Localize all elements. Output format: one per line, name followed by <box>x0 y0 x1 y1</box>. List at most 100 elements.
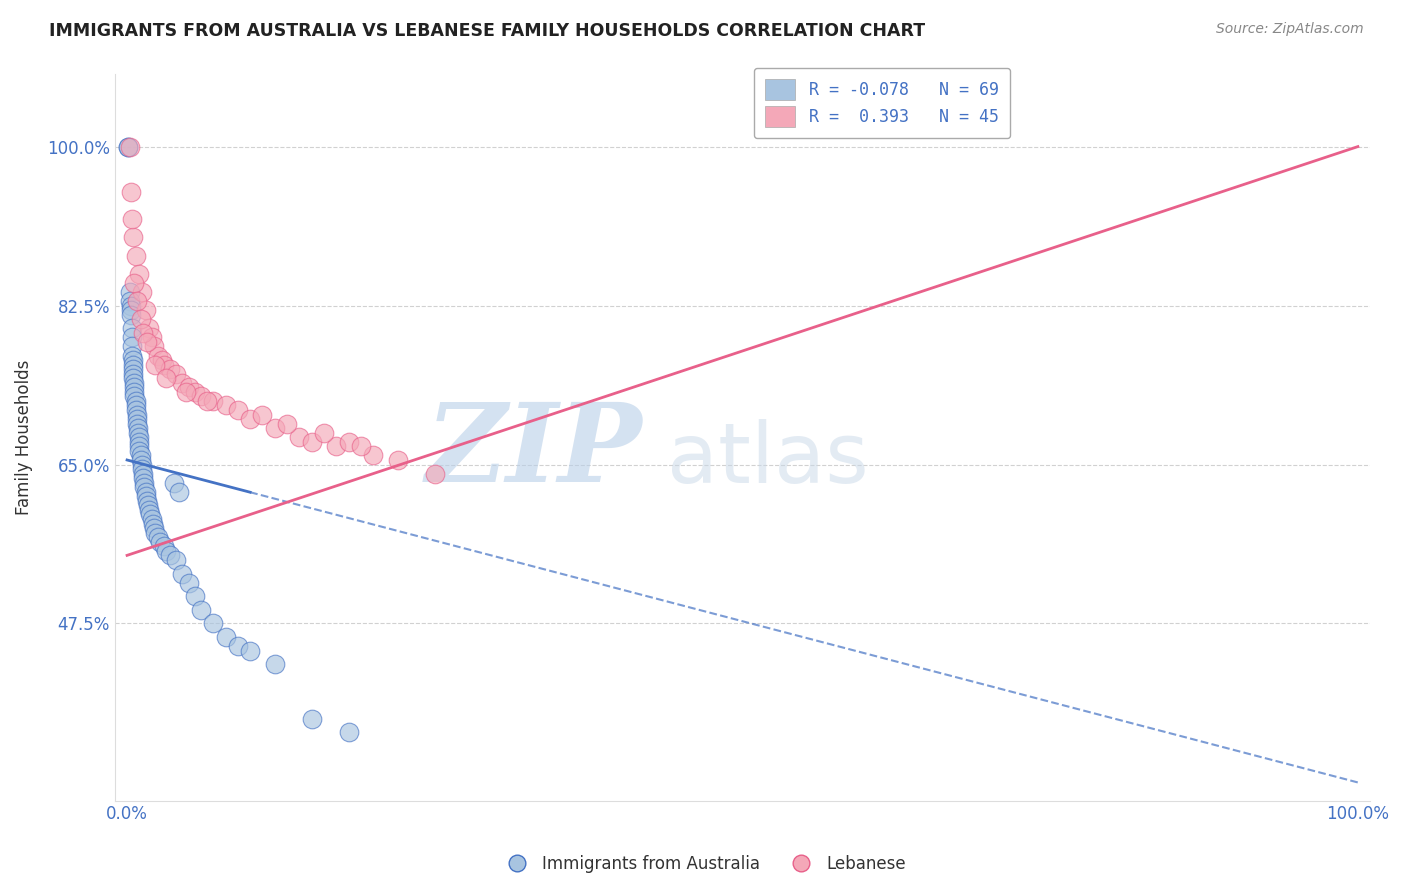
Point <box>134 480 156 494</box>
Point <box>131 462 153 476</box>
Point <box>159 549 181 563</box>
Point <box>132 467 155 481</box>
Point <box>134 484 156 499</box>
Point <box>122 371 145 385</box>
Point <box>117 139 139 153</box>
Point <box>122 353 145 368</box>
Point <box>337 725 360 739</box>
Point <box>128 267 150 281</box>
Point <box>129 453 152 467</box>
Point <box>239 644 262 658</box>
Point <box>149 534 172 549</box>
Point <box>177 575 200 590</box>
Point <box>190 389 212 403</box>
Point <box>127 425 149 440</box>
Point <box>190 603 212 617</box>
Point <box>288 430 311 444</box>
Point <box>184 384 207 399</box>
Legend: Immigrants from Australia, Lebanese: Immigrants from Australia, Lebanese <box>494 848 912 880</box>
Point <box>325 439 347 453</box>
Point <box>135 493 157 508</box>
Point <box>124 389 146 403</box>
Point <box>138 503 160 517</box>
Point <box>120 303 142 318</box>
Point <box>146 530 169 544</box>
Point <box>122 358 145 372</box>
Point <box>138 321 160 335</box>
Point <box>167 484 190 499</box>
Point <box>120 308 142 322</box>
Point <box>132 471 155 485</box>
Text: ZIP: ZIP <box>426 398 643 506</box>
Point <box>226 639 249 653</box>
Point <box>150 353 173 368</box>
Point <box>135 334 157 349</box>
Point <box>337 434 360 449</box>
Point <box>121 349 143 363</box>
Point <box>122 230 145 244</box>
Point <box>276 417 298 431</box>
Point <box>118 285 141 299</box>
Point <box>120 299 142 313</box>
Point <box>128 430 150 444</box>
Point <box>239 412 262 426</box>
Point <box>118 139 141 153</box>
Point <box>159 362 181 376</box>
Point <box>312 425 335 440</box>
Point <box>387 453 409 467</box>
Point <box>125 293 148 308</box>
Point <box>121 212 143 227</box>
Point <box>118 293 141 308</box>
Point <box>165 367 187 381</box>
Point <box>174 384 197 399</box>
Point <box>125 417 148 431</box>
Point <box>128 434 150 449</box>
Point <box>184 589 207 603</box>
Point <box>142 516 165 531</box>
Point <box>132 326 155 340</box>
Text: IMMIGRANTS FROM AUSTRALIA VS LEBANESE FAMILY HOUSEHOLDS CORRELATION CHART: IMMIGRANTS FROM AUSTRALIA VS LEBANESE FA… <box>49 22 925 40</box>
Point <box>361 449 384 463</box>
Point <box>172 376 194 390</box>
Text: Source: ZipAtlas.com: Source: ZipAtlas.com <box>1216 22 1364 37</box>
Y-axis label: Family Households: Family Households <box>15 359 32 515</box>
Point <box>252 408 274 422</box>
Point <box>155 544 177 558</box>
Point <box>136 499 159 513</box>
Point <box>127 421 149 435</box>
Point <box>214 399 236 413</box>
Point <box>121 321 143 335</box>
Point <box>263 657 285 672</box>
Point <box>423 467 446 481</box>
Point <box>301 434 323 449</box>
Point <box>202 616 225 631</box>
Text: atlas: atlas <box>666 418 869 500</box>
Point <box>153 358 176 372</box>
Point <box>155 371 177 385</box>
Point <box>214 630 236 644</box>
Point <box>139 508 162 522</box>
Point <box>129 312 152 326</box>
Point <box>163 475 186 490</box>
Point <box>172 566 194 581</box>
Point <box>141 512 163 526</box>
Point <box>141 330 163 344</box>
Point <box>124 249 146 263</box>
Point <box>124 399 146 413</box>
Point <box>143 521 166 535</box>
Point <box>134 475 156 490</box>
Point <box>124 380 146 394</box>
Point <box>146 349 169 363</box>
Point <box>134 489 156 503</box>
Point <box>128 439 150 453</box>
Point <box>131 458 153 472</box>
Point <box>263 421 285 435</box>
Point <box>177 380 200 394</box>
Point <box>128 443 150 458</box>
Point <box>301 712 323 726</box>
Point <box>153 539 176 553</box>
Point <box>226 403 249 417</box>
Legend: R = -0.078   N = 69, R =  0.393   N = 45: R = -0.078 N = 69, R = 0.393 N = 45 <box>754 68 1011 138</box>
Point <box>121 339 143 353</box>
Point <box>124 384 146 399</box>
